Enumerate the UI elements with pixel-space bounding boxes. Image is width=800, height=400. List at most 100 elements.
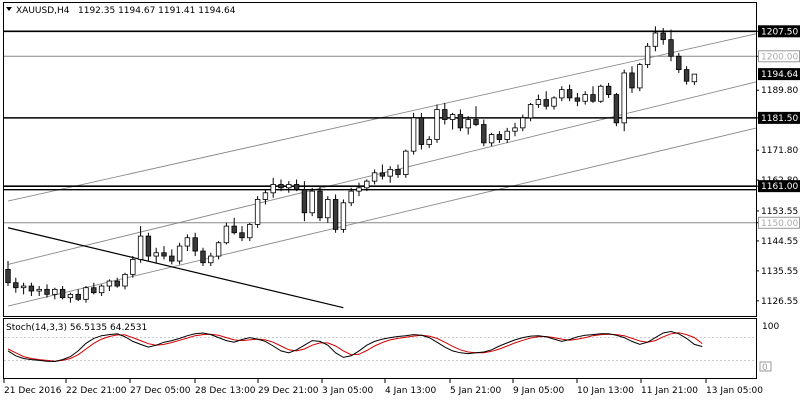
candle: [387, 166, 393, 183]
candle-body-bull: [208, 255, 214, 264]
candle: [176, 242, 183, 265]
candle-body-bear: [278, 184, 284, 189]
candle-body-bull: [520, 117, 526, 129]
stochastic-level-0-box: [759, 361, 772, 372]
candle-body-bull: [348, 190, 354, 204]
candle-body-bear: [59, 288, 66, 299]
price-tag-box-1207.50: [758, 25, 800, 38]
candle: [496, 131, 503, 143]
candle: [98, 284, 105, 297]
candle: [122, 272, 128, 290]
candle: [418, 112, 425, 150]
candle-body-bull: [223, 225, 230, 244]
candle: [270, 177, 276, 198]
candle-body-bear: [473, 119, 479, 125]
candle: [91, 282, 97, 295]
stochastic-lines: [4, 330, 756, 363]
candle: [161, 246, 167, 260]
price-tag-1200.00: 1200.00: [761, 52, 798, 62]
candle-body-bull: [551, 97, 557, 107]
candle: [247, 222, 253, 242]
stochastic-level-100: 100: [762, 322, 779, 332]
candle: [137, 226, 144, 263]
candle: [169, 249, 175, 265]
candle: [231, 217, 237, 235]
candle-body-bear: [574, 97, 581, 102]
time-tick-label: 3 Jan 05:00: [322, 386, 374, 396]
candle: [371, 169, 378, 185]
candle-body-bull: [340, 202, 347, 230]
candle-body-bull: [36, 288, 42, 292]
price-tag-1181.50: 1181.50: [761, 114, 798, 124]
candle-body-bull: [387, 169, 393, 177]
candle-body-bull: [122, 273, 128, 287]
candle-body-bull: [637, 64, 643, 89]
candle: [215, 241, 222, 260]
candle-body-bear: [613, 94, 620, 124]
candle-body-bull: [364, 180, 370, 189]
price-tick-label: 1189.80: [761, 86, 798, 96]
chart-menu-triangle-icon[interactable]: [6, 7, 12, 11]
candle-body-bear: [239, 232, 245, 239]
candle-body-bull: [270, 184, 276, 194]
candle: [325, 196, 331, 223]
candle: [660, 27, 666, 45]
candle-body-bull: [52, 288, 58, 295]
candle-body-bear: [442, 109, 448, 120]
candle-body-bull: [137, 235, 144, 260]
candle: [83, 286, 89, 303]
time-tick-label: 22 Dec 21:00: [66, 386, 127, 396]
candle-body-bull: [371, 172, 378, 182]
candle-body-bull: [106, 280, 113, 287]
candle: [340, 199, 347, 233]
candle-body-bear: [418, 117, 425, 145]
candle-body-bear: [192, 237, 198, 252]
candle: [582, 91, 588, 105]
price-tag-box-1181.50: [758, 111, 800, 124]
candle-body-bull: [504, 130, 510, 140]
candle: [332, 194, 339, 233]
candle: [59, 286, 66, 300]
candle: [512, 122, 518, 137]
price-tag-box-1194.64: [758, 68, 800, 81]
candle: [629, 66, 635, 93]
candle-body-bear: [629, 72, 635, 89]
candle: [527, 102, 534, 122]
candle-body-bull: [83, 287, 89, 300]
candle: [379, 164, 386, 180]
candle: [574, 92, 581, 107]
candle-body-bear: [169, 255, 175, 262]
candle: [254, 196, 261, 228]
candle-body-bear: [75, 293, 81, 300]
stochastic-level-0: 0: [762, 363, 768, 373]
candle: [130, 256, 136, 278]
time-tick-label: 10 Jan 13:00: [577, 386, 634, 396]
candle-body-bull: [215, 242, 222, 257]
candle-body-bull: [512, 127, 518, 132]
candle-body-bear: [317, 190, 323, 219]
candle-body-bull: [527, 104, 534, 119]
candle-body-bear: [13, 282, 19, 289]
candle: [286, 181, 292, 193]
candle-body-bear: [496, 134, 503, 140]
candle-body-bull: [67, 293, 74, 299]
candle-body-bear: [605, 85, 612, 95]
candle: [652, 26, 659, 52]
candle: [20, 282, 27, 295]
candle: [278, 179, 284, 192]
candle: [434, 104, 440, 143]
candle-body-bull: [403, 150, 409, 175]
candle-body-bear: [395, 169, 401, 175]
candle: [598, 84, 604, 103]
price-tag-1194.64: 1194.64: [761, 70, 798, 80]
candle-body-bull: [465, 119, 471, 129]
candle-body-bear: [28, 285, 35, 292]
candle-body-bull: [644, 45, 651, 66]
candle-body-bull: [130, 258, 136, 275]
time-tick-label: 29 Dec 21:00: [258, 386, 319, 396]
candle: [457, 109, 464, 132]
time-tick-label: 27 Dec 05:00: [130, 386, 191, 396]
candle-body-bear: [301, 189, 308, 214]
candle: [356, 182, 362, 197]
